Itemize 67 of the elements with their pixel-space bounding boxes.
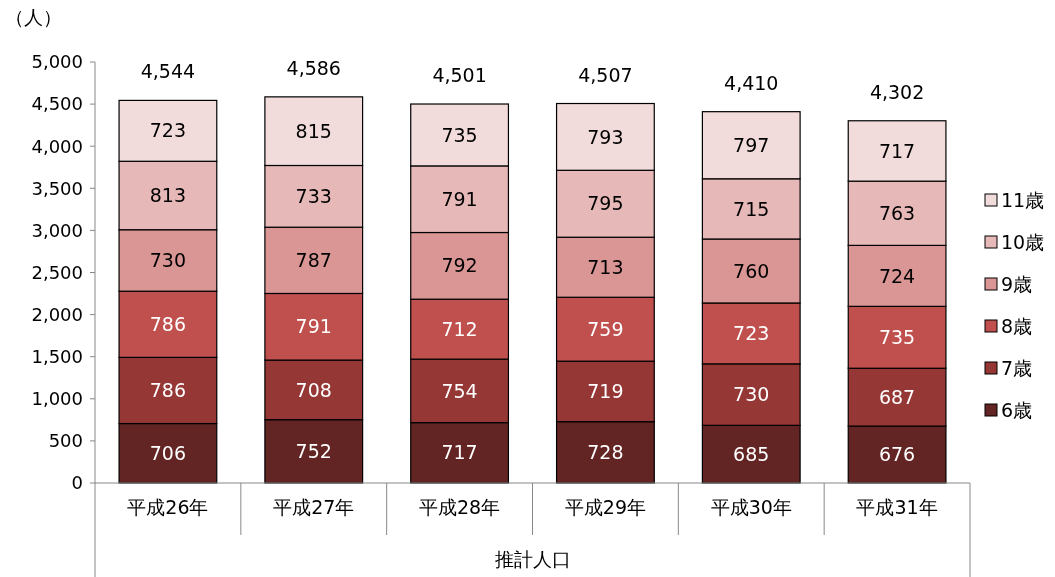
data-label: 735	[441, 123, 478, 146]
y-tick-label: 3,500	[31, 177, 83, 199]
data-label: 730	[733, 383, 770, 406]
data-label: 791	[441, 187, 478, 210]
y-tick-label: 1,500	[31, 346, 83, 367]
y-tick-label: 4,000	[31, 135, 83, 157]
data-label: 712	[441, 317, 478, 340]
data-label: 792	[441, 254, 478, 277]
data-label: 724	[878, 264, 916, 287]
x-tick-label: 平成28年	[418, 496, 501, 518]
y-tick-label: 2,500	[31, 261, 83, 283]
data-label: 719	[587, 380, 624, 403]
legend-label: 10歳	[1001, 230, 1045, 253]
data-label: 793	[587, 125, 624, 148]
x-tick-label: 平成27年	[273, 496, 355, 518]
data-label: 723	[149, 119, 187, 142]
legend-label: 9歳	[1001, 272, 1033, 295]
y-tick-label: 500	[48, 430, 83, 452]
y-tick-label: 4,500	[31, 93, 83, 115]
y-tick-label: 0	[71, 472, 83, 494]
data-label: 786	[149, 379, 187, 402]
data-label: 797	[733, 133, 770, 156]
data-label: 708	[295, 378, 332, 401]
x-tick-label: 平成29年	[564, 496, 647, 518]
data-label: 786	[149, 312, 187, 335]
y-tick-label: 3,000	[31, 219, 83, 241]
data-label: 730	[149, 249, 187, 272]
data-label: 815	[295, 119, 332, 142]
data-label: 685	[733, 442, 770, 465]
data-label: 759	[587, 317, 624, 340]
legend-label: 8歳	[1001, 314, 1033, 337]
data-label: 752	[295, 439, 332, 462]
total-label: 4,501	[432, 64, 487, 87]
data-label: 795	[587, 192, 624, 215]
data-label: 733	[295, 184, 332, 207]
data-label: 763	[878, 201, 916, 224]
x-tick-label: 平成31年	[856, 496, 938, 518]
total-label: 4,507	[578, 63, 633, 86]
total-label: 4,302	[869, 80, 925, 103]
data-label: 791	[295, 315, 332, 338]
legend-label: 11歳	[1001, 188, 1045, 211]
x-axis-title: 推計人口	[494, 548, 571, 570]
data-label: 706	[149, 441, 187, 464]
y-tick-label: 5,000	[31, 51, 83, 73]
y-tick-label: 2,000	[31, 303, 83, 325]
data-label: 717	[878, 139, 916, 162]
total-label: 4,544	[140, 60, 196, 83]
legend-label: 6歳	[1001, 398, 1033, 421]
data-label: 735	[878, 325, 916, 348]
data-label: 760	[733, 259, 770, 282]
y-axis-title: （人）	[5, 6, 62, 28]
data-label: 723	[733, 322, 770, 345]
legend-label: 7歳	[1001, 356, 1033, 379]
total-label: 4,410	[724, 71, 779, 94]
data-label: 787	[295, 248, 332, 271]
x-tick-label: 平成30年	[710, 496, 792, 518]
data-label: 728	[587, 441, 624, 463]
data-label: 715	[733, 197, 770, 220]
y-tick-label: 1,000	[31, 388, 83, 410]
data-label: 676	[878, 443, 916, 466]
data-label: 687	[878, 385, 916, 408]
data-label: 713	[587, 255, 624, 278]
total-label: 4,586	[286, 56, 341, 79]
data-label: 754	[441, 379, 478, 402]
x-tick-label: 平成26年	[127, 496, 209, 518]
data-label: 717	[441, 441, 478, 464]
data-label: 813	[149, 184, 187, 207]
